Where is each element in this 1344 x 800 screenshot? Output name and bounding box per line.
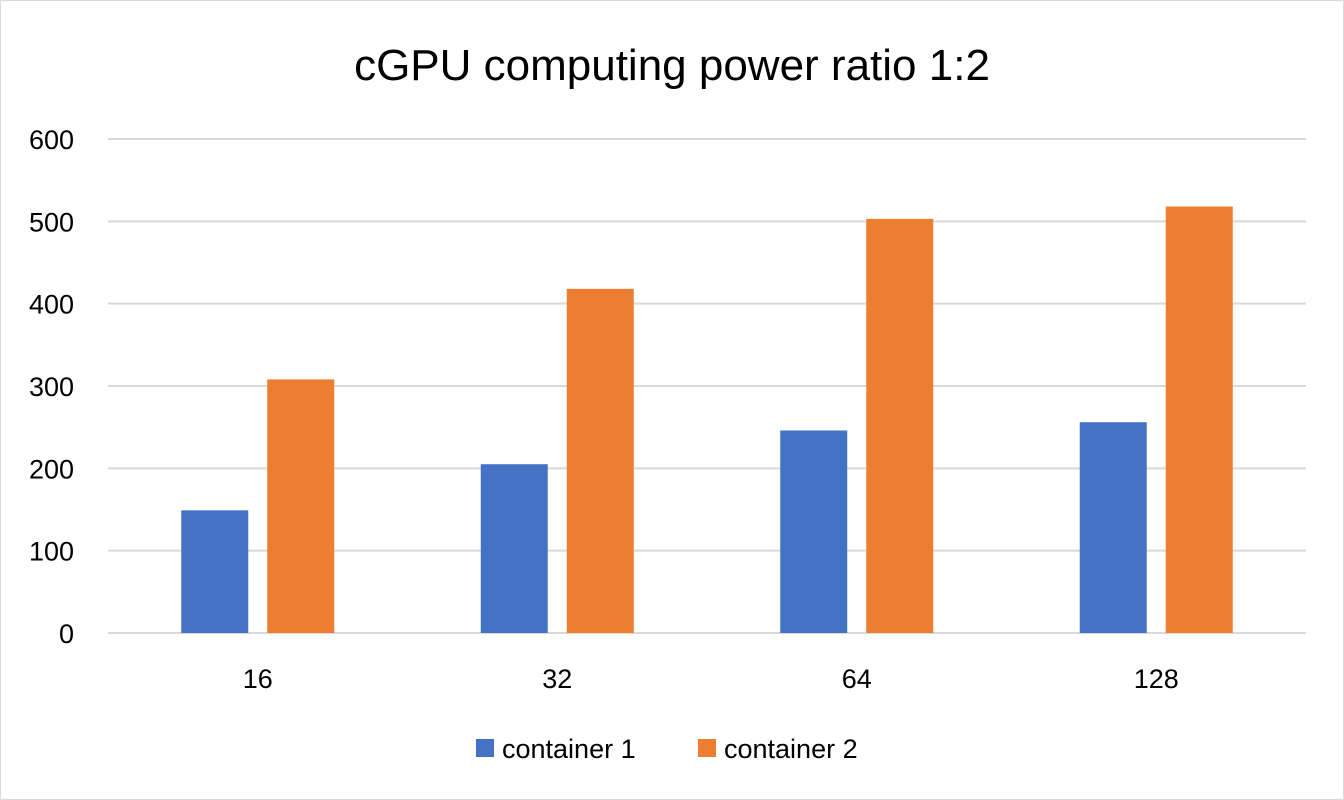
chart-title: cGPU computing power ratio 1:2 (354, 41, 990, 90)
y-tick-label: 200 (29, 454, 74, 484)
x-tick-label: 32 (542, 664, 572, 694)
x-tick-label: 16 (243, 664, 273, 694)
legend-swatch (698, 739, 716, 757)
bar-container-2-128 (1165, 206, 1233, 633)
bar-container-1-32 (480, 464, 548, 633)
y-tick-label: 300 (29, 372, 74, 402)
y-tick-label: 500 (29, 207, 74, 237)
y-tick-label: 600 (29, 125, 74, 155)
legend: container 1 container 2 (476, 734, 858, 764)
bars (181, 206, 1233, 633)
bar-container-1-64 (780, 430, 848, 633)
legend-label: container 2 (724, 734, 858, 764)
y-tick-label: 0 (59, 619, 74, 649)
legend-swatch (476, 739, 494, 757)
x-tick-label: 64 (842, 664, 872, 694)
bar-container-1-128 (1079, 422, 1147, 633)
y-axis: 0 100 200 300 400 500 600 (29, 125, 74, 649)
bar-container-2-64 (866, 218, 934, 633)
bar-container-1-16 (181, 510, 249, 633)
x-tick-label: 128 (1134, 664, 1179, 694)
y-tick-label: 400 (29, 290, 74, 320)
bar-container-2-16 (267, 379, 335, 633)
legend-label: container 1 (502, 734, 636, 764)
bar-container-2-32 (566, 288, 634, 633)
x-axis: 16 32 64 128 (243, 664, 1179, 694)
y-tick-label: 100 (29, 537, 74, 567)
